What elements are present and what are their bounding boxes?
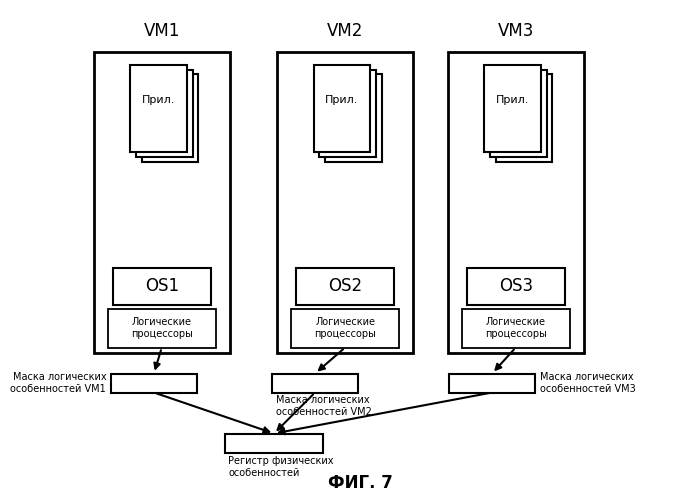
Text: Логические
процессоры: Логические процессоры bbox=[485, 317, 547, 339]
Text: Маска логических
особенностей VM2: Маска логических особенностей VM2 bbox=[276, 395, 372, 416]
Bar bbox=[450, 374, 535, 392]
Bar bbox=[141, 74, 198, 162]
Text: Логические
процессоры: Логические процессоры bbox=[314, 317, 376, 339]
Bar bbox=[325, 74, 382, 162]
Bar bbox=[296, 268, 394, 305]
Bar bbox=[490, 70, 547, 157]
Bar bbox=[130, 65, 187, 152]
Text: VM1: VM1 bbox=[144, 22, 180, 40]
Bar bbox=[313, 65, 370, 152]
Text: Прил.: Прил. bbox=[325, 95, 359, 105]
Text: Логические
процессоры: Логические процессоры bbox=[131, 317, 193, 339]
Text: OS2: OS2 bbox=[328, 277, 362, 295]
Bar bbox=[225, 434, 323, 452]
Bar bbox=[111, 374, 196, 392]
Bar bbox=[462, 308, 569, 348]
Text: Прил.: Прил. bbox=[142, 95, 175, 105]
Bar bbox=[291, 308, 399, 348]
Text: Маска логических
особенностей VM3: Маска логических особенностей VM3 bbox=[540, 372, 636, 394]
Text: OS1: OS1 bbox=[145, 277, 179, 295]
Text: VM2: VM2 bbox=[327, 22, 364, 40]
Bar bbox=[277, 52, 413, 352]
Text: OS3: OS3 bbox=[499, 277, 533, 295]
Text: Маска логических
особенностей VM1: Маска логических особенностей VM1 bbox=[10, 372, 106, 394]
Text: VM3: VM3 bbox=[498, 22, 534, 40]
Bar bbox=[467, 268, 565, 305]
Text: ФИГ. 7: ФИГ. 7 bbox=[328, 474, 393, 492]
Bar bbox=[136, 70, 193, 157]
Bar bbox=[108, 308, 215, 348]
Bar bbox=[484, 65, 541, 152]
Bar bbox=[320, 70, 376, 157]
Text: Регистр физических
особенностей: Регистр физических особенностей bbox=[228, 456, 334, 478]
Text: Прил.: Прил. bbox=[496, 95, 529, 105]
Bar bbox=[272, 374, 357, 392]
Bar bbox=[113, 268, 211, 305]
Bar bbox=[448, 52, 584, 352]
Bar bbox=[94, 52, 230, 352]
Bar bbox=[496, 74, 552, 162]
